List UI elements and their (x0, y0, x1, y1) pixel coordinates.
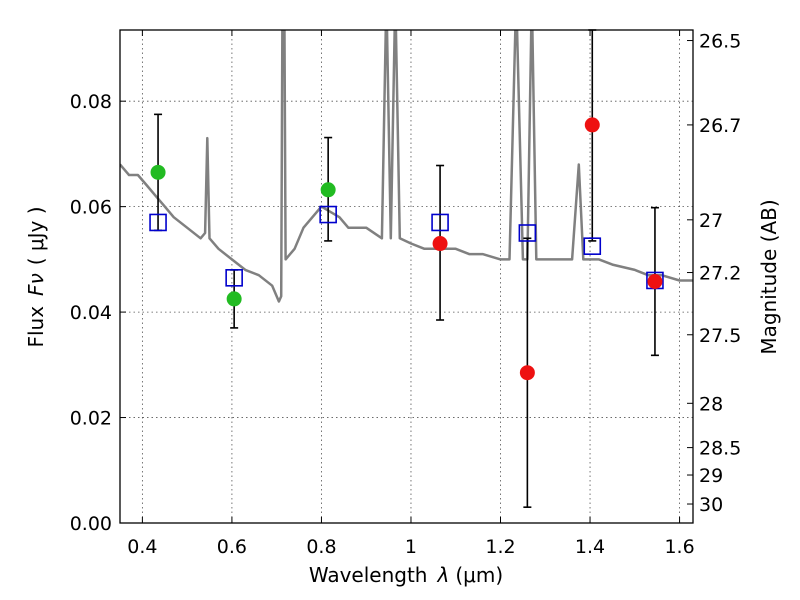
right-axis-title: Magnitude (AB) (757, 199, 781, 354)
right-tick-label: 29 (699, 465, 723, 487)
plot-area (120, 30, 693, 523)
data-point-circle (150, 164, 166, 180)
y-axis-title: FluxFν( μJy ) (24, 206, 48, 347)
y-tick-label: 0.06 (70, 197, 112, 219)
data-point-circle (432, 236, 448, 252)
right-tick-label: 26.7 (699, 115, 741, 137)
model-square-marker (149, 213, 167, 232)
x-tick-label: 1.6 (664, 536, 694, 558)
markers (149, 117, 664, 381)
right-tick-label: 27.5 (699, 325, 741, 347)
y-tick-label: 0.08 (70, 91, 112, 113)
model-square-marker (319, 205, 337, 224)
model-square-marker (518, 224, 537, 242)
right-tick-label: 28 (699, 393, 723, 415)
model-square-marker (583, 237, 602, 255)
right-tick-label: 28.5 (699, 438, 741, 460)
model-square-marker (225, 269, 243, 287)
plot-frame (119, 29, 694, 524)
right-axis-ticks: 26.5 26.7 27 27.2 27.5 28 28.5 29 30 (687, 31, 741, 516)
x-axis-title: Wavelength λ (μm) (309, 563, 503, 587)
data-point-circle (320, 182, 336, 198)
model-square-marker (431, 213, 449, 232)
y-axis-ticks: 0.00 0.02 0.04 0.06 0.08 (70, 91, 126, 535)
y-tick-label: 0.04 (70, 302, 112, 324)
right-tick-label: 27 (699, 210, 723, 232)
plot-content (120, 30, 693, 303)
x-tick-label: 0.6 (217, 536, 247, 558)
data-point-circle (226, 291, 242, 307)
x-axis-ticks: 0.4 0.6 0.8 1 1.2 1.4 1.6 (127, 30, 695, 558)
y-tick-label: 0.00 (70, 513, 112, 535)
x-tick-label: 1.2 (485, 536, 515, 558)
right-tick-label: 27.2 (699, 263, 741, 285)
x-tick-label: 1.4 (575, 536, 605, 558)
x-tick-label: 0.8 (306, 536, 336, 558)
x-tick-label: 1 (405, 536, 417, 558)
x-tick-label: 0.4 (127, 536, 157, 558)
right-tick-label: 30 (699, 494, 723, 516)
right-tick-label: 26.5 (699, 31, 741, 53)
y-tick-label: 0.02 (70, 408, 112, 430)
spectrum-line (120, 30, 693, 303)
data-point-circle (647, 274, 663, 290)
data-point-circle (584, 117, 600, 133)
data-point-circle (519, 365, 535, 381)
